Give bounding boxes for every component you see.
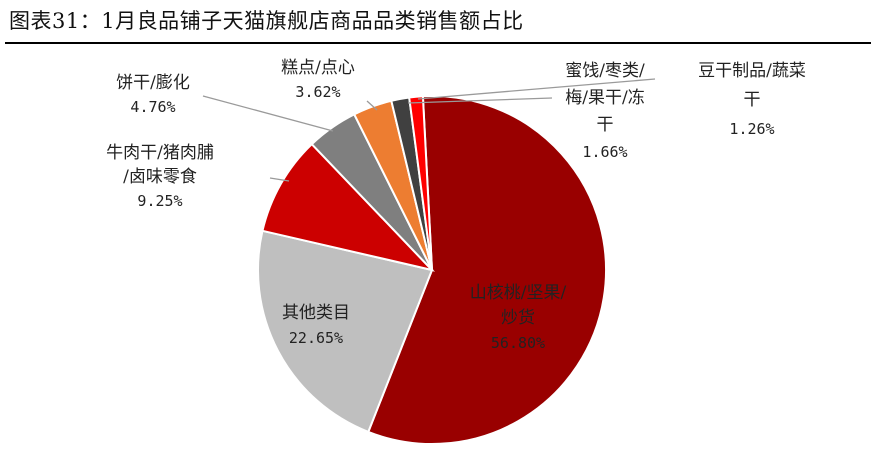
slice-category-line: 炒货 [501, 308, 535, 328]
slice-category-line: 豆干制品/蔬菜 [698, 61, 806, 81]
slice-label-7: 豆干制品/蔬菜干 1.26% [698, 61, 806, 138]
slice-percent: 4.76% [130, 98, 175, 116]
pie-slice-3 [261, 142, 436, 272]
chart-title: 图表31：1月良品铺子天猫旗舰店商品品类销售额占比 [9, 9, 524, 33]
leader-line-3 [269, 177, 290, 182]
slice-percent: 56.80% [491, 334, 545, 352]
slice-percent: 1.66% [582, 143, 627, 161]
slice-category-line: 干 [744, 90, 761, 110]
slice-labels: 山核桃/坚果/炒货 56.80% 其他类目 22.65% 牛肉干/猪肉脯/卤味零食 9.2… [106, 58, 806, 352]
pie-slices [257, 95, 608, 445]
slice-category-line: /卤味零食 [123, 167, 197, 187]
leader-line-7 [417, 78, 656, 100]
leader-line-4 [202, 95, 334, 132]
leader-line-6 [407, 97, 553, 104]
title-divider [5, 42, 871, 44]
slice-category-line: 蜜饯/枣类/ [565, 61, 645, 81]
slice-percent: 1.26% [729, 120, 774, 138]
slice-label-5: 糕点/点心 3.62% [281, 58, 355, 101]
slice-category-line: 糕点/点心 [281, 58, 355, 78]
slice-label-4: 饼干/膨化 4.76% [116, 73, 190, 116]
leader-line-5 [366, 100, 378, 111]
slice-category-line: 梅/果干/冻 [565, 88, 644, 108]
slice-label-2: 其他类目 22.65% [282, 303, 350, 347]
slice-category-line: 牛肉干/猪肉脯 [106, 143, 214, 163]
slice-category-line: 山核桃/坚果/ [470, 283, 567, 303]
slice-percent: 3.62% [295, 83, 340, 101]
slice-category-line: 干 [597, 115, 614, 135]
leader-lines [202, 78, 656, 182]
slice-label-3: 牛肉干/猪肉脯/卤味零食 9.25% [106, 143, 214, 210]
slice-label-6: 蜜饯/枣类/梅/果干/冻干 1.66% [565, 61, 645, 161]
pie-slice-7 [408, 95, 433, 271]
slice-percent: 22.65% [289, 329, 343, 347]
slice-percent: 9.25% [137, 192, 182, 210]
pie-slice-2 [257, 229, 434, 434]
slice-category-line: 饼干/膨化 [116, 73, 190, 93]
slice-category-line: 其他类目 [282, 303, 350, 323]
slice-label-1: 山核桃/坚果/炒货 56.80% [470, 283, 567, 352]
